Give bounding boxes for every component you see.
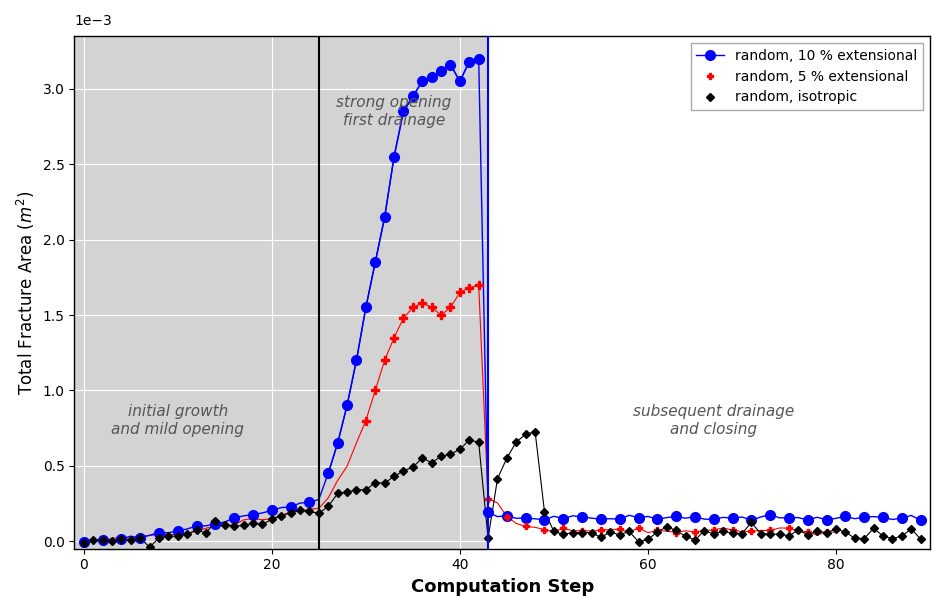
random, 10 % extensional <box>454 78 465 85</box>
random, 5 % extensional <box>519 523 531 530</box>
random, 10 % extensional <box>397 108 409 115</box>
Line: random, 10 % extensional: random, 10 % extensional <box>323 54 483 478</box>
random, isotropic <box>792 526 803 533</box>
random, 5 % extensional <box>557 524 568 532</box>
random, isotropic <box>143 544 155 551</box>
random, 5 % extensional <box>614 525 625 533</box>
random, isotropic <box>529 428 540 436</box>
Legend: random, 10 % extensional, random, 5 % extensional, random, isotropic: random, 10 % extensional, random, 5 % ex… <box>690 43 922 110</box>
random, 10 % extensional <box>379 213 390 221</box>
random, 10 % extensional <box>322 470 333 477</box>
Text: 1e−3: 1e−3 <box>75 15 112 28</box>
Line: random, isotropic: random, isotropic <box>81 429 922 550</box>
random, 5 % extensional <box>576 527 587 534</box>
random, 10 % extensional <box>407 93 418 100</box>
Text: subsequent drainage
and closing: subsequent drainage and closing <box>632 404 794 437</box>
random, 10 % extensional <box>464 58 475 65</box>
random, 5 % extensional <box>595 527 606 534</box>
random, 5 % extensional <box>632 524 644 532</box>
random, isotropic <box>78 539 90 546</box>
random, 10 % extensional <box>426 73 437 81</box>
random, 10 % extensional <box>445 61 456 68</box>
random, 10 % extensional <box>341 402 352 409</box>
random, 5 % extensional <box>707 526 718 533</box>
random, isotropic <box>200 530 211 537</box>
random, isotropic <box>895 533 906 540</box>
random, isotropic <box>811 527 822 535</box>
random, 5 % extensional <box>764 527 775 534</box>
X-axis label: Computation Step: Computation Step <box>410 578 593 596</box>
random, 10 % extensional <box>331 439 343 447</box>
Text: strong opening
first drainage: strong opening first drainage <box>336 95 451 128</box>
random, 5 % extensional <box>651 527 663 534</box>
random, 5 % extensional <box>726 527 737 534</box>
random, 5 % extensional <box>669 529 681 536</box>
random, 5 % extensional <box>801 528 813 535</box>
random, 10 % extensional <box>435 67 447 75</box>
Text: initial growth
and mild opening: initial growth and mild opening <box>111 404 244 437</box>
random, 5 % extensional <box>538 526 549 533</box>
random, 5 % extensional <box>500 513 512 520</box>
Line: random, 5 % extensional: random, 5 % extensional <box>484 495 829 536</box>
random, isotropic <box>914 535 925 543</box>
random, isotropic <box>341 488 352 496</box>
random, 10 % extensional <box>388 153 399 160</box>
Y-axis label: Total Fracture Area ($m^2$): Total Fracture Area ($m^2$) <box>15 190 37 395</box>
random, 5 % extensional <box>688 529 700 536</box>
random, 10 % extensional <box>369 258 380 266</box>
random, 10 % extensional <box>350 357 362 364</box>
random, 10 % extensional <box>416 78 428 85</box>
random, 5 % extensional <box>745 528 756 535</box>
random, 10 % extensional <box>473 55 484 62</box>
random, 10 % extensional <box>360 304 371 311</box>
Bar <box>75 36 487 549</box>
random, 5 % extensional <box>481 495 493 502</box>
random, 5 % extensional <box>783 524 794 532</box>
random, 5 % extensional <box>820 528 832 535</box>
random, isotropic <box>679 533 690 540</box>
